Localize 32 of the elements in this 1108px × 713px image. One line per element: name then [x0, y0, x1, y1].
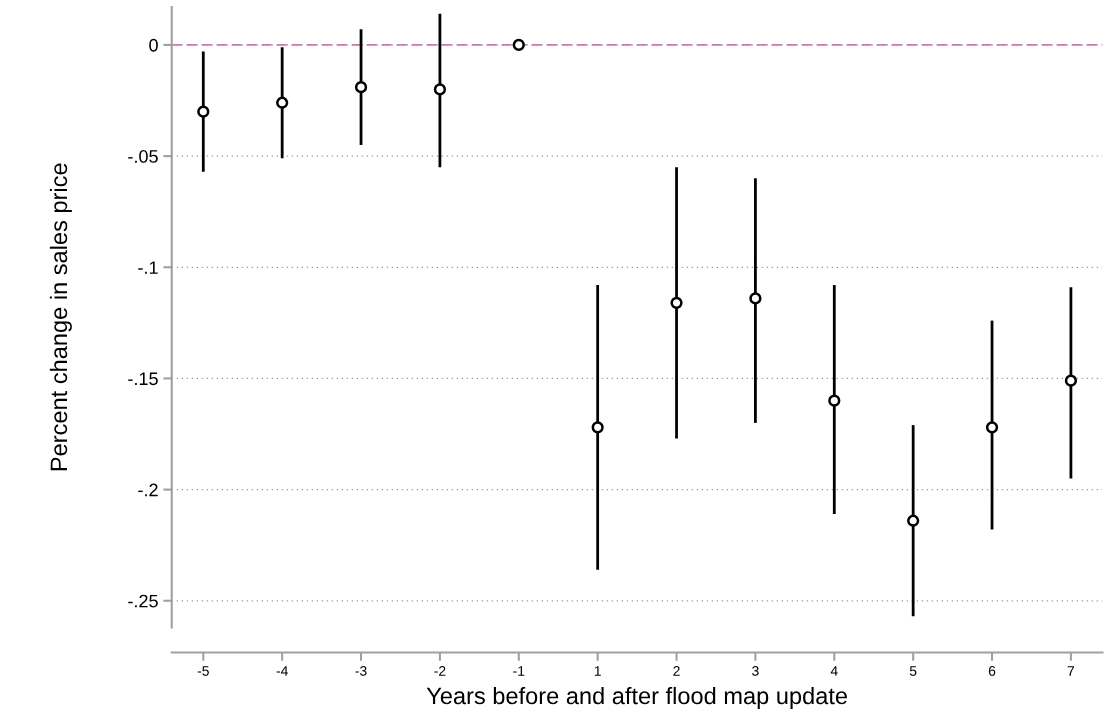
- point: [512, 38, 525, 52]
- point: [591, 421, 604, 434]
- x-tick-label: 3: [752, 666, 759, 676]
- point: [433, 83, 447, 96]
- x-axis-title: Years before and after flood map update: [426, 686, 847, 709]
- x-tick-label: -2: [434, 666, 446, 676]
- x-tick-label: -4: [276, 666, 288, 676]
- point: [1064, 374, 1078, 387]
- x-tick-label: 1: [594, 666, 601, 676]
- y-tick-label: -.1: [138, 261, 158, 274]
- x-tick-label: -5: [197, 666, 209, 676]
- y-axis-title: Percent change in sales price: [49, 163, 72, 471]
- point: [749, 292, 762, 305]
- point: [985, 421, 999, 434]
- x-tick-label: -3: [355, 666, 367, 676]
- y-tick-label: -.05: [128, 150, 158, 163]
- x-tick-label: 6: [988, 666, 996, 676]
- point: [197, 105, 210, 118]
- point: [828, 394, 841, 407]
- y-tick-label: 0: [149, 38, 158, 52]
- y-tick-label: -.15: [128, 372, 158, 386]
- point: [354, 81, 368, 94]
- x-tick-label: 4: [830, 666, 838, 676]
- x-tick-label: -1: [513, 666, 525, 676]
- y-tick-label: -.25: [128, 594, 158, 608]
- point: [276, 96, 289, 109]
- x-tick-label: 7: [1067, 666, 1075, 676]
- x-tick-label: 2: [673, 666, 680, 676]
- point: [907, 514, 920, 527]
- x-tick-label: 5: [909, 666, 917, 676]
- point: [670, 296, 683, 309]
- y-tick-label: -.2: [138, 483, 158, 497]
